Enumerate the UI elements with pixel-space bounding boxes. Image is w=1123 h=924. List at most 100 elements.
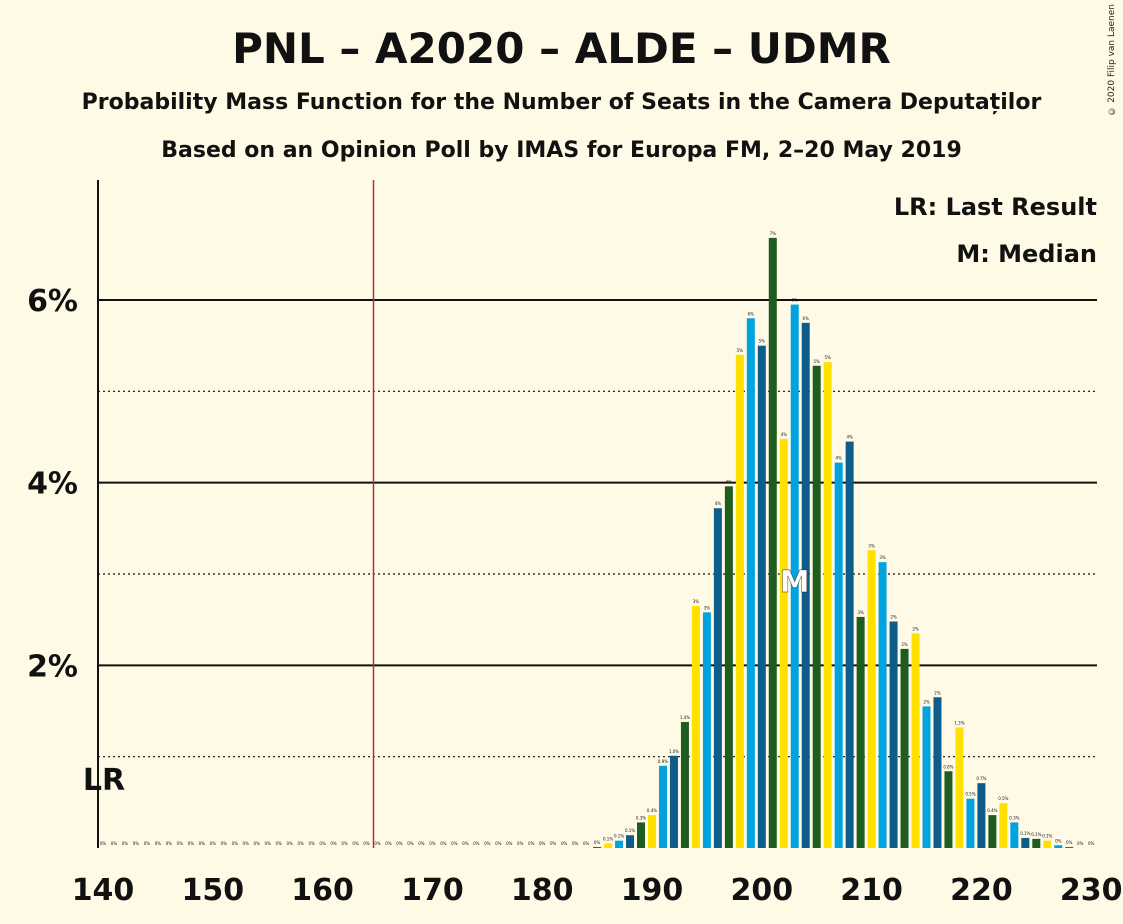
bars: 0% 0% 0% 0% 0% 0% 0% 0% 0% 0% 0% 0% 0% 0% 0% 0% 0% 0% 0% 0%… xyxy=(100,231,1095,849)
bar-value-label: 5% xyxy=(737,348,744,353)
bar-value-label: 6% xyxy=(803,316,810,321)
bar xyxy=(626,835,635,848)
x-tick-label: 220 xyxy=(950,873,1013,908)
bar-value-label: 0% xyxy=(572,841,579,846)
bar-value-label: 2% xyxy=(912,626,919,631)
bar-value-label: 0.4% xyxy=(987,808,997,813)
bar-value-label: 0% xyxy=(462,841,469,846)
bar-value-label: 0% xyxy=(199,841,206,846)
bar-value-label: 0% xyxy=(254,841,261,846)
bar-value-label: 0.7% xyxy=(976,776,986,781)
bar-value-label: 0% xyxy=(188,841,195,846)
bar-value-label: 0% xyxy=(210,841,217,846)
bar xyxy=(812,365,821,848)
gridlines xyxy=(98,299,1097,758)
bar-value-label: 0.8% xyxy=(943,764,953,769)
bar xyxy=(988,815,997,848)
bar-value-label: 0% xyxy=(550,841,557,846)
chart-subtitle: Probability Mass Function for the Number… xyxy=(81,90,1042,115)
bar xyxy=(593,847,602,848)
median-marker: M xyxy=(780,565,810,600)
bar-value-label: 0% xyxy=(232,841,239,846)
bar-value-label: 0% xyxy=(133,841,140,846)
bar-value-label: 0% xyxy=(583,841,590,846)
bar-value-label: 0% xyxy=(221,841,228,846)
bar xyxy=(955,727,964,848)
bar xyxy=(966,798,975,848)
bar xyxy=(977,783,986,848)
bar-value-label: 0.1% xyxy=(1020,831,1030,836)
x-tick-label: 180 xyxy=(511,873,574,908)
bar-value-label: 0% xyxy=(155,841,162,846)
bar-value-label: 0.5% xyxy=(965,792,975,797)
bar-value-label: 3% xyxy=(857,610,864,615)
chart-title: PNL – A2020 – ALDE – UDMR xyxy=(232,24,891,73)
bar xyxy=(933,697,942,848)
bar-value-label: 0.1% xyxy=(603,836,613,841)
bar-value-label: 0.1% xyxy=(614,834,624,839)
bar-value-label: 4% xyxy=(781,432,788,437)
bar-value-label: 0% xyxy=(341,841,348,846)
bar-value-label: 1.0% xyxy=(669,749,679,754)
x-tick-label: 190 xyxy=(621,873,684,908)
bar-value-label: 4% xyxy=(726,479,733,484)
bar-value-label: 0% xyxy=(166,841,173,846)
bar xyxy=(900,648,909,848)
bar-value-label: 0% xyxy=(1055,838,1062,843)
bar-value-label: 0% xyxy=(111,841,118,846)
bar-value-label: 5% xyxy=(825,355,832,360)
bar xyxy=(768,237,777,849)
bar-value-label: 0% xyxy=(451,841,458,846)
bar xyxy=(999,803,1008,848)
bar-value-label: 0% xyxy=(352,841,359,846)
bar-value-label: 4% xyxy=(846,435,853,440)
bar-value-label: 0% xyxy=(308,841,315,846)
bar xyxy=(604,843,613,848)
bar xyxy=(1032,838,1041,848)
bar-value-label: 2% xyxy=(934,690,941,695)
bar xyxy=(680,721,689,848)
bar-value-label: 1.3% xyxy=(954,720,964,725)
bar-value-label: 0.3% xyxy=(1009,815,1019,820)
bar-value-label: 5% xyxy=(814,359,821,364)
bar-value-label: 0% xyxy=(440,841,447,846)
bar xyxy=(1043,840,1052,848)
bar xyxy=(615,840,624,848)
bar-value-label: 0% xyxy=(506,841,513,846)
bar xyxy=(1010,822,1019,848)
bar-value-label: 0% xyxy=(484,841,491,846)
x-tick-label: 230 xyxy=(1060,873,1123,908)
bar-value-label: 0% xyxy=(429,841,436,846)
legend-last-result: LR: Last Result xyxy=(893,193,1097,221)
bar-value-label: 0% xyxy=(561,841,568,846)
bar-value-label: 0% xyxy=(144,841,151,846)
x-tick-label: 170 xyxy=(401,873,464,908)
bar-value-label: 2% xyxy=(890,614,897,619)
bar-value-label: 2% xyxy=(923,699,930,704)
y-tick-label: 2% xyxy=(27,649,78,684)
bar xyxy=(823,362,832,848)
bar xyxy=(648,815,656,848)
bar-value-label: 2% xyxy=(901,642,908,647)
bar-value-label: 0% xyxy=(330,841,337,846)
x-tick-label: 210 xyxy=(840,873,903,908)
bar-value-label: 0% xyxy=(177,841,184,846)
bar-value-label: 0% xyxy=(418,841,425,846)
bar-value-label: 0.1% xyxy=(1031,832,1041,837)
bar-value-label: 0% xyxy=(319,841,326,846)
bar-value-label: 4% xyxy=(835,456,842,461)
bar xyxy=(1054,845,1063,848)
bar xyxy=(922,706,931,848)
bar-value-label: 0% xyxy=(407,841,414,846)
bar-value-label: 5% xyxy=(759,339,766,344)
y-tick-label: 6% xyxy=(27,284,78,319)
x-tick-label: 150 xyxy=(181,873,244,908)
bar-value-label: 0% xyxy=(276,841,283,846)
bar-value-label: 0.3% xyxy=(636,815,646,820)
chart-source-line: Based on an Opinion Poll by IMAS for Eur… xyxy=(161,138,962,163)
bar xyxy=(637,822,646,848)
x-tick-label: 160 xyxy=(291,873,354,908)
bar-value-label: 1.4% xyxy=(680,715,690,720)
bar-value-label: 7% xyxy=(770,231,777,236)
